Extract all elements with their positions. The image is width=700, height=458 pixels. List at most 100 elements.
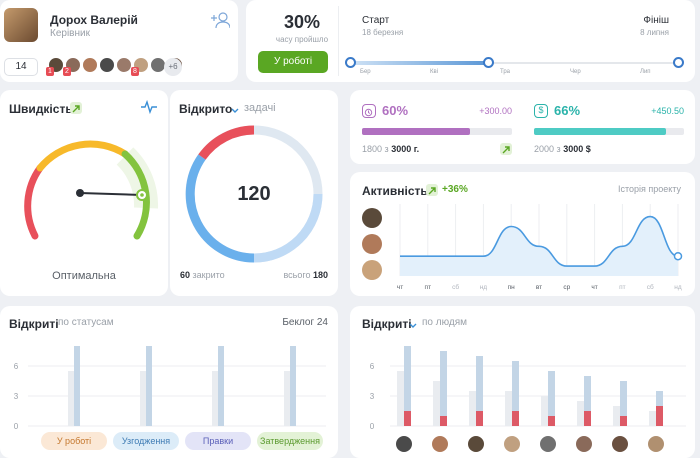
project-history-link[interactable]: Історія проекту (617, 184, 681, 194)
person-avatar[interactable] (432, 436, 448, 452)
status-pill[interactable]: Узгодження (113, 432, 179, 450)
pulse-icon[interactable] (140, 99, 158, 119)
member-avatar[interactable] (99, 57, 115, 73)
person-avatar[interactable] (504, 436, 520, 452)
person-avatar[interactable] (648, 436, 664, 452)
people-bar-light (613, 406, 620, 426)
activity-day-label: ср (563, 284, 570, 291)
activity-line (400, 215, 679, 267)
member-avatar[interactable]: 2 (63, 57, 81, 76)
timeline-current-handle[interactable] (482, 57, 494, 68)
people-bar-dark (476, 356, 483, 426)
people-bar-light (505, 391, 512, 426)
open-tasks-donut (185, 125, 323, 263)
budget-card: 60% +300.00 1800 з 3000 г. $ 66% +450.50… (350, 90, 695, 164)
user-avatar[interactable] (4, 8, 38, 42)
speed-title: Швидкість (9, 102, 73, 116)
teal-percent: 66% (554, 103, 581, 118)
finish-date: 8 липня (640, 28, 669, 37)
add-member-icon[interactable] (210, 10, 231, 30)
activity-day-label: пт (619, 284, 626, 291)
activity-avatar-3[interactable] (362, 260, 382, 280)
trend-up-icon[interactable] (500, 143, 512, 155)
finish-label: Фініш (643, 15, 669, 26)
people-bar-light (577, 401, 584, 426)
status-chart-title: Відкриті (9, 317, 59, 331)
status-chart-subtitle: по статусам (58, 317, 114, 328)
people-ytick: 0 (370, 422, 375, 431)
activity-day-label: пт (425, 284, 432, 291)
people-bar-dark (512, 361, 519, 426)
people-bar-overdue (584, 411, 591, 426)
clock-icon (362, 104, 376, 118)
status-bar-chart: 6 3 0 (14, 346, 326, 431)
status-bar-light (140, 371, 146, 426)
purple-amount: 1800 з 3000 г. (362, 144, 420, 154)
dollar-icon: $ (534, 104, 548, 118)
person-avatar[interactable] (612, 436, 628, 452)
person-avatar[interactable] (468, 436, 484, 452)
person-avatar[interactable] (576, 436, 592, 452)
status-bar-dark (74, 346, 80, 426)
activity-point[interactable] (673, 251, 683, 261)
timeline-month: Бер (360, 69, 371, 75)
chevron-down-icon[interactable] (230, 103, 240, 121)
more-members-badge[interactable]: +6 (164, 58, 182, 76)
trend-up-icon (70, 102, 82, 114)
activity-area (400, 216, 678, 276)
person-avatar[interactable] (540, 436, 556, 452)
people-ytick: 6 (370, 362, 375, 371)
closed-count: 60 закрито (180, 270, 225, 280)
purple-bar-fill (362, 128, 470, 135)
status-ytick: 3 (14, 392, 19, 401)
activity-day-label: сб (452, 283, 459, 291)
timeline-month: Кві (430, 69, 439, 75)
timeline-month: Лип (640, 69, 651, 75)
people-bar-dark (440, 351, 447, 426)
speed-gauge (24, 140, 159, 240)
status-chart-card: Відкриті по статусам Беклог 24 6 3 0 У роб… (0, 306, 338, 458)
activity-avatar-1[interactable] (362, 208, 382, 228)
open-tasks-card: Відкрито задачі 120 60 закрито всього 18… (170, 90, 338, 296)
activity-avatar-2[interactable] (362, 234, 382, 254)
timeline-month: Тра (500, 69, 511, 75)
member-avatar[interactable] (116, 57, 132, 73)
status-pill[interactable]: У роботі (41, 432, 107, 450)
status-pill[interactable]: Затвердження (257, 432, 323, 450)
timeline-end-handle[interactable] (673, 57, 684, 68)
people-bar-overdue (656, 406, 663, 426)
activity-day-label: чт (397, 284, 403, 291)
trend-up-icon (426, 184, 438, 196)
status-ytick: 0 (14, 422, 19, 431)
status-bar-light (212, 371, 218, 426)
member-badge: 1 (46, 67, 54, 76)
person-avatar[interactable] (396, 436, 412, 452)
people-chart-title: Відкриті (362, 317, 412, 331)
purple-budget: 60% +300.00 1800 з 3000 г. (362, 103, 512, 158)
status-pill[interactable]: Правки (185, 432, 251, 450)
member-badge: 2 (63, 67, 71, 76)
member-avatar[interactable]: 8 (131, 57, 149, 76)
status-button[interactable]: У роботі (258, 51, 328, 73)
people-chart-subtitle[interactable]: по людям (422, 317, 467, 328)
purple-percent: 60% (382, 103, 409, 118)
open-tasks-title: Відкрито (179, 102, 233, 116)
people-bar-dark (620, 381, 627, 426)
start-date: 18 березня (362, 28, 404, 37)
status-ytick: 6 (14, 362, 19, 371)
status-bar-light (284, 371, 290, 426)
task-count-badge[interactable]: 14 (4, 58, 38, 76)
member-avatar[interactable]: 1 (46, 57, 64, 76)
people-bar-dark (404, 346, 411, 426)
timeline-month: Чер (570, 69, 581, 75)
people-bar-light (469, 391, 476, 426)
open-tasks-filter[interactable]: задачі (244, 102, 276, 114)
chevron-down-icon[interactable] (408, 318, 418, 336)
backlog-link[interactable]: Беклог 24 (282, 317, 328, 328)
people-bar-overdue (548, 416, 555, 426)
teal-delta: +450.50 (651, 106, 684, 116)
divider (338, 6, 339, 76)
people-bar-dark (548, 371, 555, 426)
member-avatar[interactable] (82, 57, 98, 73)
timeline-start-handle[interactable] (345, 57, 356, 68)
